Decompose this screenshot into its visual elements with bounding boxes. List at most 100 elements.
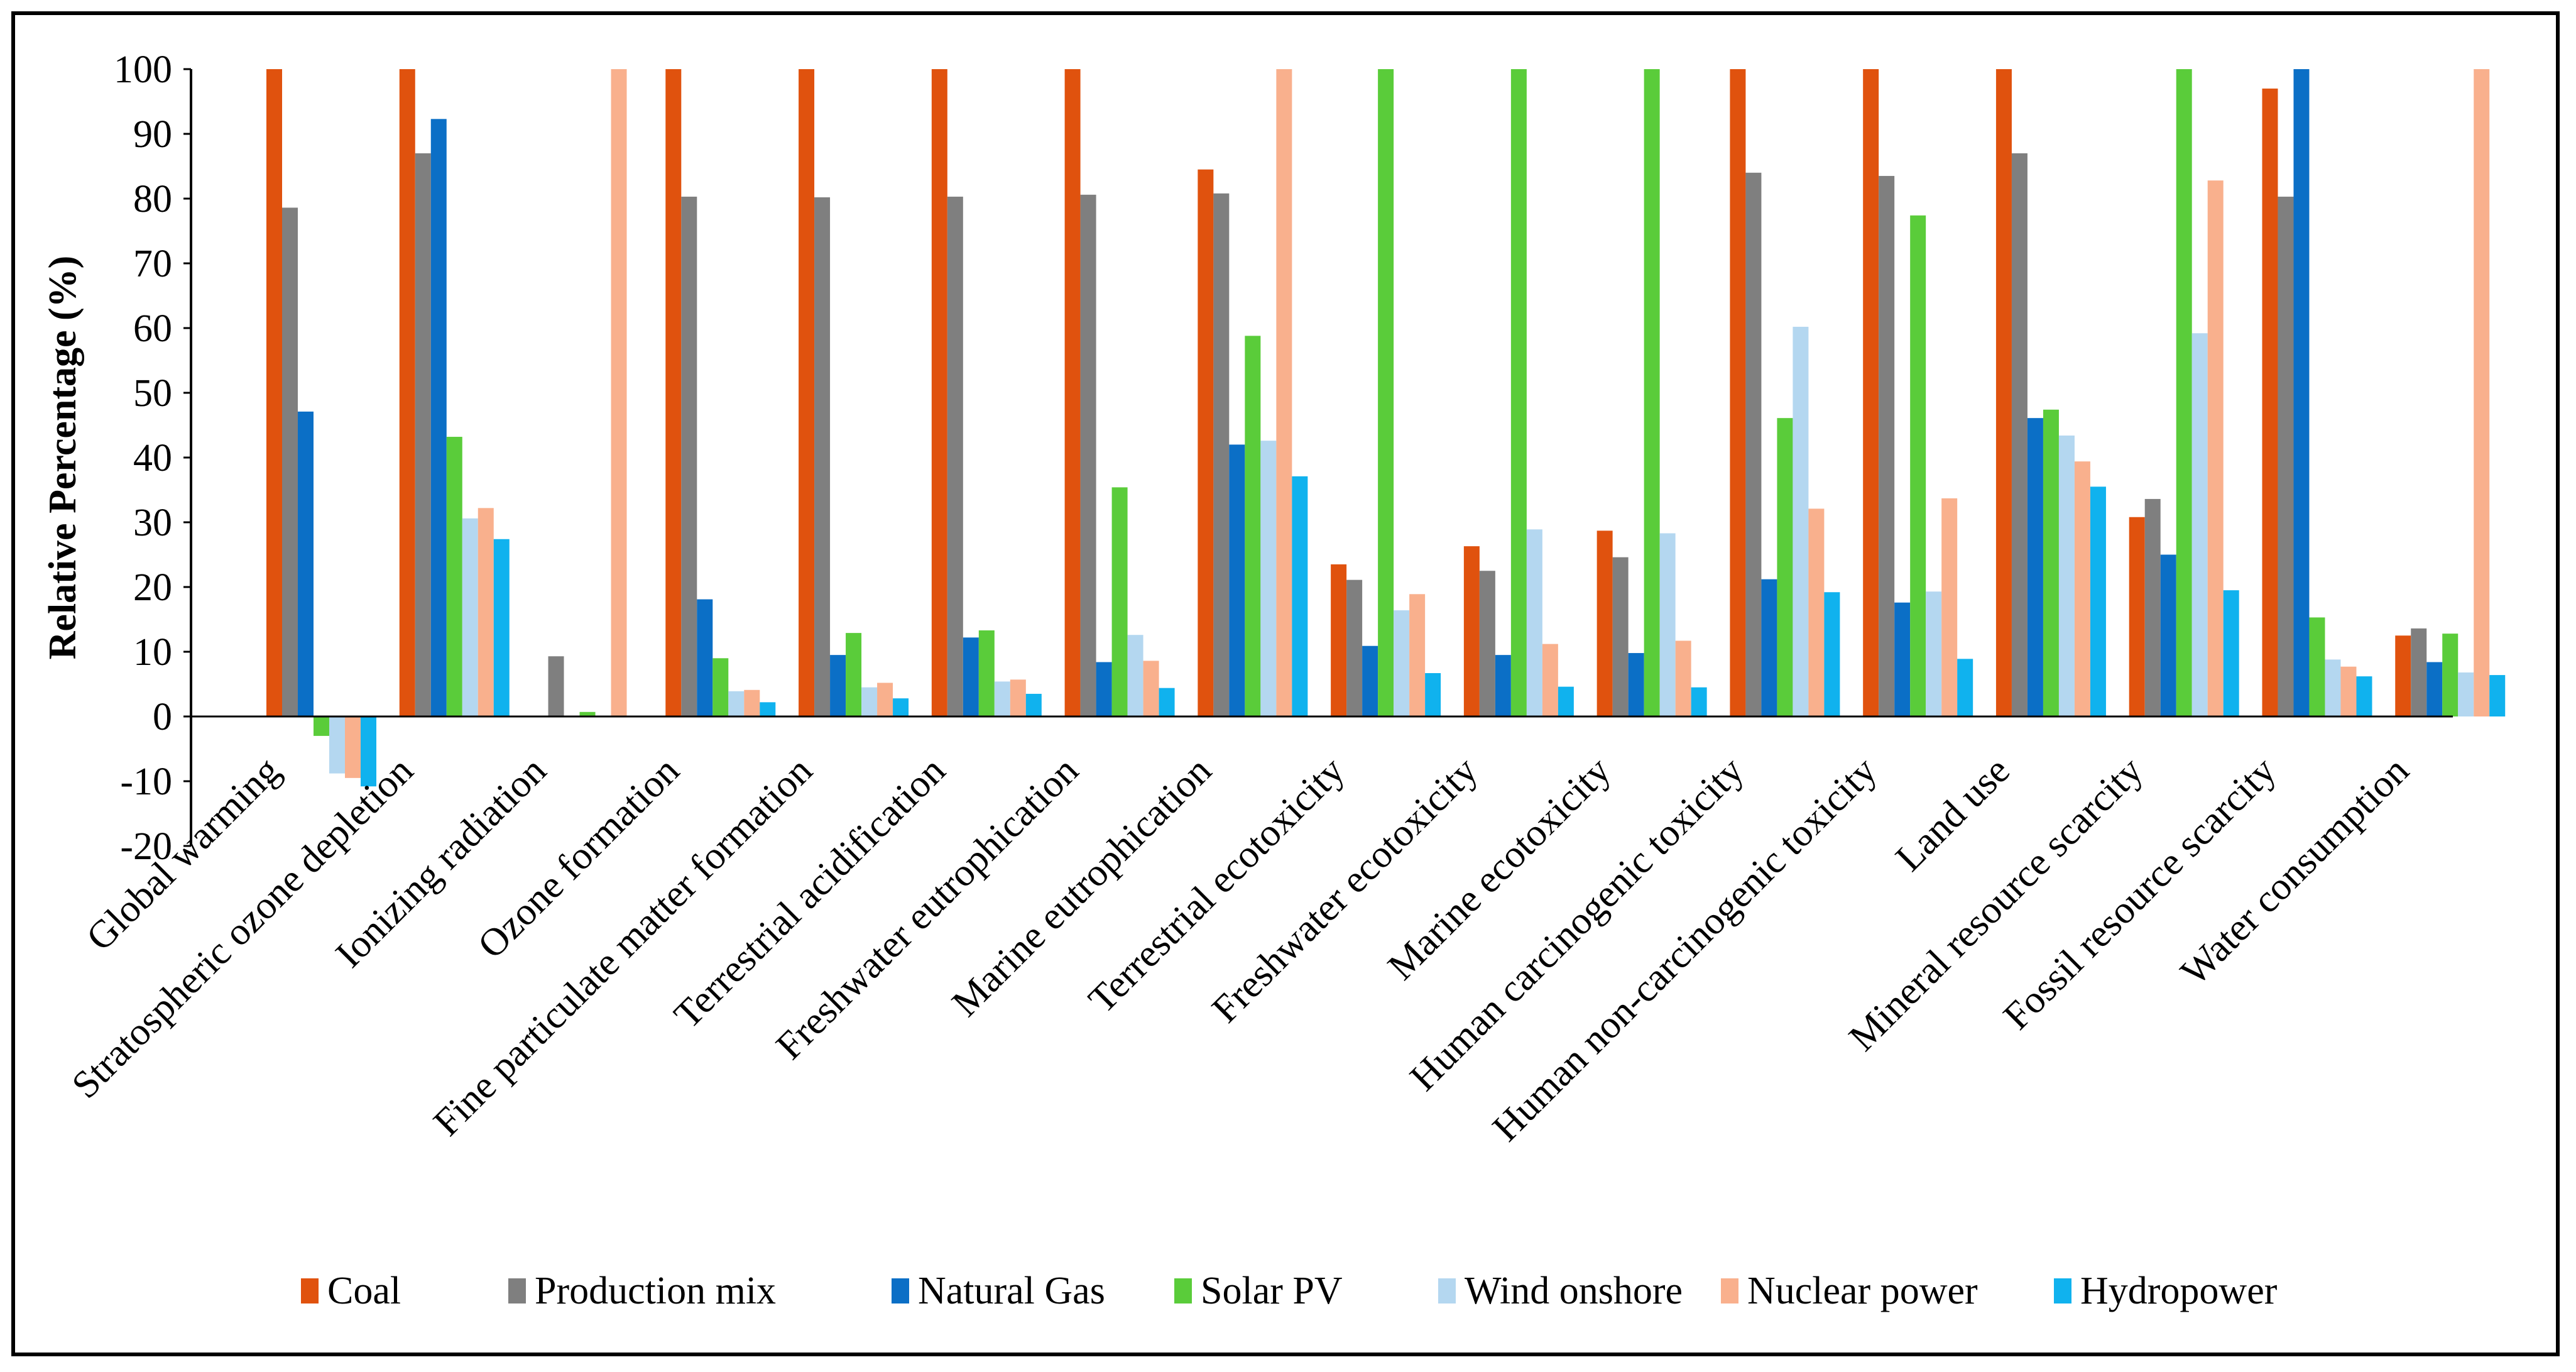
bar bbox=[1331, 564, 1347, 716]
bar bbox=[1863, 69, 1879, 716]
bar bbox=[1010, 679, 1026, 716]
bar bbox=[1229, 444, 1245, 716]
bar bbox=[830, 655, 846, 716]
bar bbox=[1910, 215, 1926, 716]
bar bbox=[430, 119, 447, 716]
bar bbox=[329, 716, 345, 774]
x-category-label: Freshwater ecotoxicity bbox=[1204, 749, 1486, 1031]
bar bbox=[2011, 153, 2028, 716]
bar bbox=[282, 207, 298, 716]
bar bbox=[893, 698, 909, 716]
y-tick-label: 30 bbox=[133, 502, 172, 544]
bar bbox=[1644, 69, 1660, 716]
bar bbox=[314, 716, 329, 736]
legend: Coal Production mix Natural Gas Solar PV Win… bbox=[301, 1270, 2278, 1312]
x-category-label: Fossil resource scarcity bbox=[1995, 749, 2284, 1038]
bar bbox=[2027, 418, 2043, 716]
bar bbox=[1612, 557, 1629, 716]
bar bbox=[1409, 594, 1426, 716]
bar bbox=[462, 518, 478, 716]
bar bbox=[681, 196, 697, 716]
bar bbox=[978, 630, 995, 716]
bar bbox=[2458, 672, 2474, 716]
bar bbox=[744, 689, 760, 716]
bar bbox=[1127, 635, 1143, 716]
bar bbox=[1198, 169, 1214, 716]
bar bbox=[2474, 69, 2490, 716]
bar bbox=[1260, 441, 1277, 716]
legend-swatch bbox=[1438, 1278, 1456, 1303]
bar bbox=[1675, 640, 1691, 716]
bar bbox=[1080, 194, 1096, 716]
bar bbox=[2395, 635, 2411, 716]
bar bbox=[2176, 69, 2192, 716]
y-tick-label: 20 bbox=[133, 566, 172, 609]
bar bbox=[1808, 508, 1825, 716]
bar bbox=[611, 69, 627, 716]
bar bbox=[1463, 546, 1480, 716]
y-axis-title: Relative Percentage (%) bbox=[41, 256, 84, 660]
bar bbox=[994, 681, 1010, 716]
bar bbox=[2411, 628, 2427, 716]
bar bbox=[1346, 579, 1363, 716]
bar bbox=[931, 69, 947, 716]
bar bbox=[1245, 336, 1261, 716]
bar bbox=[478, 508, 494, 716]
bar bbox=[1628, 653, 1644, 716]
bar bbox=[1542, 644, 1558, 716]
bar bbox=[665, 69, 682, 716]
bar bbox=[2278, 196, 2294, 716]
bar bbox=[814, 197, 831, 716]
bar bbox=[1793, 326, 1809, 716]
x-category-label: Marine ecotoxicity bbox=[1380, 749, 1618, 988]
bar bbox=[760, 702, 776, 716]
bar bbox=[2191, 333, 2208, 716]
bar bbox=[2442, 634, 2459, 716]
bar bbox=[1761, 579, 1777, 716]
bar bbox=[846, 633, 862, 716]
y-tick-label: 100 bbox=[114, 48, 172, 91]
bar bbox=[1064, 69, 1081, 716]
bar bbox=[2293, 69, 2310, 716]
bar bbox=[266, 69, 282, 716]
bar bbox=[1096, 662, 1112, 716]
bar bbox=[1425, 672, 1441, 716]
legend-swatch bbox=[1721, 1278, 1738, 1303]
bar bbox=[1292, 476, 1308, 716]
chart-frame: 100 90 80 70 60 50 40 30 20 10 0 -10 -20 Global warm… bbox=[11, 11, 2560, 1356]
bar bbox=[877, 683, 893, 716]
bar bbox=[1824, 592, 1840, 716]
x-category-label: Marine eutrophication bbox=[944, 749, 1220, 1025]
y-tick-label: 40 bbox=[133, 437, 172, 480]
bar bbox=[947, 196, 963, 716]
legend-swatch bbox=[1174, 1278, 1192, 1303]
bar bbox=[1479, 571, 1495, 716]
bar bbox=[1745, 172, 1762, 716]
bar bbox=[1143, 661, 1159, 716]
legend-swatch bbox=[508, 1278, 526, 1303]
bar bbox=[548, 656, 564, 716]
bar bbox=[1378, 69, 1394, 716]
bar bbox=[2356, 676, 2372, 716]
legend-label: Hydropower bbox=[2080, 1270, 2278, 1312]
bar bbox=[2058, 435, 2075, 716]
y-tick-label: 90 bbox=[133, 113, 172, 156]
bar bbox=[579, 711, 596, 716]
bar bbox=[493, 539, 510, 716]
bar bbox=[1995, 69, 2012, 716]
bar bbox=[1025, 693, 1042, 716]
bar bbox=[2043, 409, 2059, 716]
bar bbox=[1691, 687, 1707, 716]
bar bbox=[1394, 610, 1410, 716]
bar bbox=[1879, 175, 1895, 716]
bar bbox=[2426, 662, 2443, 716]
bar bbox=[2144, 498, 2161, 716]
bar bbox=[1159, 688, 1175, 716]
bars-layer bbox=[266, 69, 2506, 787]
x-category-label: Land use bbox=[1887, 749, 2018, 880]
bar bbox=[1276, 69, 1292, 716]
y-tick-label: 10 bbox=[133, 631, 172, 674]
